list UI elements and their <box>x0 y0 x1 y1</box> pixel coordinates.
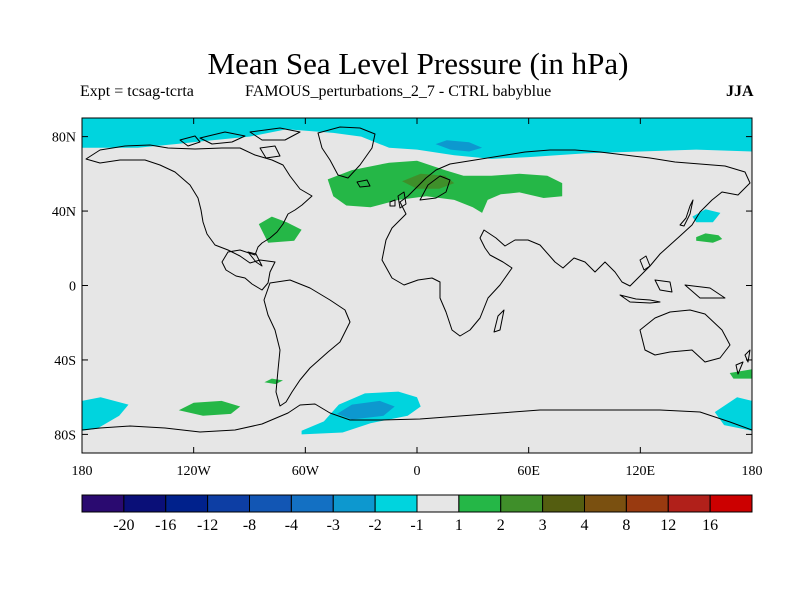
colorbar-label: -2 <box>368 517 381 534</box>
anomaly-region-south-pacific-small <box>264 378 283 385</box>
colorbar-swatch <box>667 494 711 513</box>
colorbar-swatch <box>374 494 418 513</box>
lon-label: 0 <box>414 464 421 479</box>
lon-label: 180 <box>742 464 763 479</box>
lat-label: 40S <box>54 354 76 369</box>
colorbar-swatch <box>458 494 502 513</box>
lat-label: 80N <box>52 131 76 146</box>
colorbar-label: -4 <box>285 517 298 534</box>
colorbar-swatch <box>290 494 334 513</box>
anomaly-region-arctic-core <box>435 140 483 152</box>
latitude-axis: 80N 40N 0 40S 80S <box>52 131 752 443</box>
lon-label: 120W <box>177 464 212 479</box>
colorbar-swatch <box>332 494 376 513</box>
pressure-anomaly-field <box>82 118 752 435</box>
colorbar-swatch <box>165 494 209 513</box>
colorbar-label: 1 <box>455 517 463 534</box>
colorbar-swatch <box>249 494 292 513</box>
coastlines <box>82 126 752 433</box>
colorbar-swatch <box>207 494 250 513</box>
anomaly-region-south-atlantic-core <box>337 400 395 420</box>
colorbar-label: 4 <box>581 517 589 534</box>
colorbar-swatch <box>81 494 125 513</box>
lat-label: 80S <box>54 428 76 443</box>
colorbar-label: -20 <box>113 517 134 534</box>
anomaly-region-southwest-pacific-negative <box>82 397 129 431</box>
colorbar-label: 2 <box>497 517 505 534</box>
lat-label: 40N <box>52 205 76 220</box>
colorbar-swatch <box>709 494 753 513</box>
colorbar-label: -16 <box>155 517 176 534</box>
colorbar-swatch <box>416 494 460 513</box>
anomaly-region-southeast-indian-negative <box>714 397 752 431</box>
lon-label: 120E <box>626 464 656 479</box>
experiment-label: Expt = tcsag-tcrta <box>80 83 194 100</box>
anomaly-region-eurasia-core <box>402 173 455 189</box>
colorbar-swatch <box>123 494 167 513</box>
lon-label: 60W <box>292 464 320 479</box>
colorbar-swatch <box>542 494 585 513</box>
lat-label: 0 <box>69 280 76 295</box>
anomaly-region-southeast-pacific-positive <box>729 369 752 379</box>
anomaly-region-south-pacific-positive <box>178 400 241 416</box>
lon-label: 180 <box>72 464 93 479</box>
anomaly-region-north-pacific-negative <box>692 209 721 223</box>
season-label: JJA <box>726 83 754 100</box>
lon-label: 60E <box>517 464 540 479</box>
longitude-axis: 180 120W 60W 0 60E 120E 180 <box>72 118 763 479</box>
colorbar-label: -1 <box>410 517 423 534</box>
colorbar-label: 12 <box>660 517 676 534</box>
colorbar-label: -12 <box>197 517 218 534</box>
map-title: Mean Sea Level Pressure (in hPa) <box>207 46 629 81</box>
colorbar-label: -8 <box>243 517 256 534</box>
comparison-label: FAMOUS_perturbations_2_7 - CTRL babyblue <box>245 83 552 100</box>
colorbar: -20 -16 -12 -8 -4 -3 -2 -1 1 2 3 4 8 12 16 <box>81 494 753 534</box>
anomaly-region-arctic-negative <box>82 118 752 159</box>
anomaly-region-eurasia-positive <box>327 160 563 213</box>
colorbar-label: 16 <box>702 517 718 534</box>
anomaly-region-north-pacific-positive <box>696 233 723 243</box>
colorbar-label: 3 <box>539 517 547 534</box>
colorbar-label: 8 <box>622 517 630 534</box>
anomaly-region-north-atlantic-west <box>258 216 302 243</box>
colorbar-label: -3 <box>327 517 340 534</box>
colorbar-swatch <box>584 494 627 513</box>
colorbar-swatch <box>625 494 669 513</box>
colorbar-swatch <box>500 494 544 513</box>
